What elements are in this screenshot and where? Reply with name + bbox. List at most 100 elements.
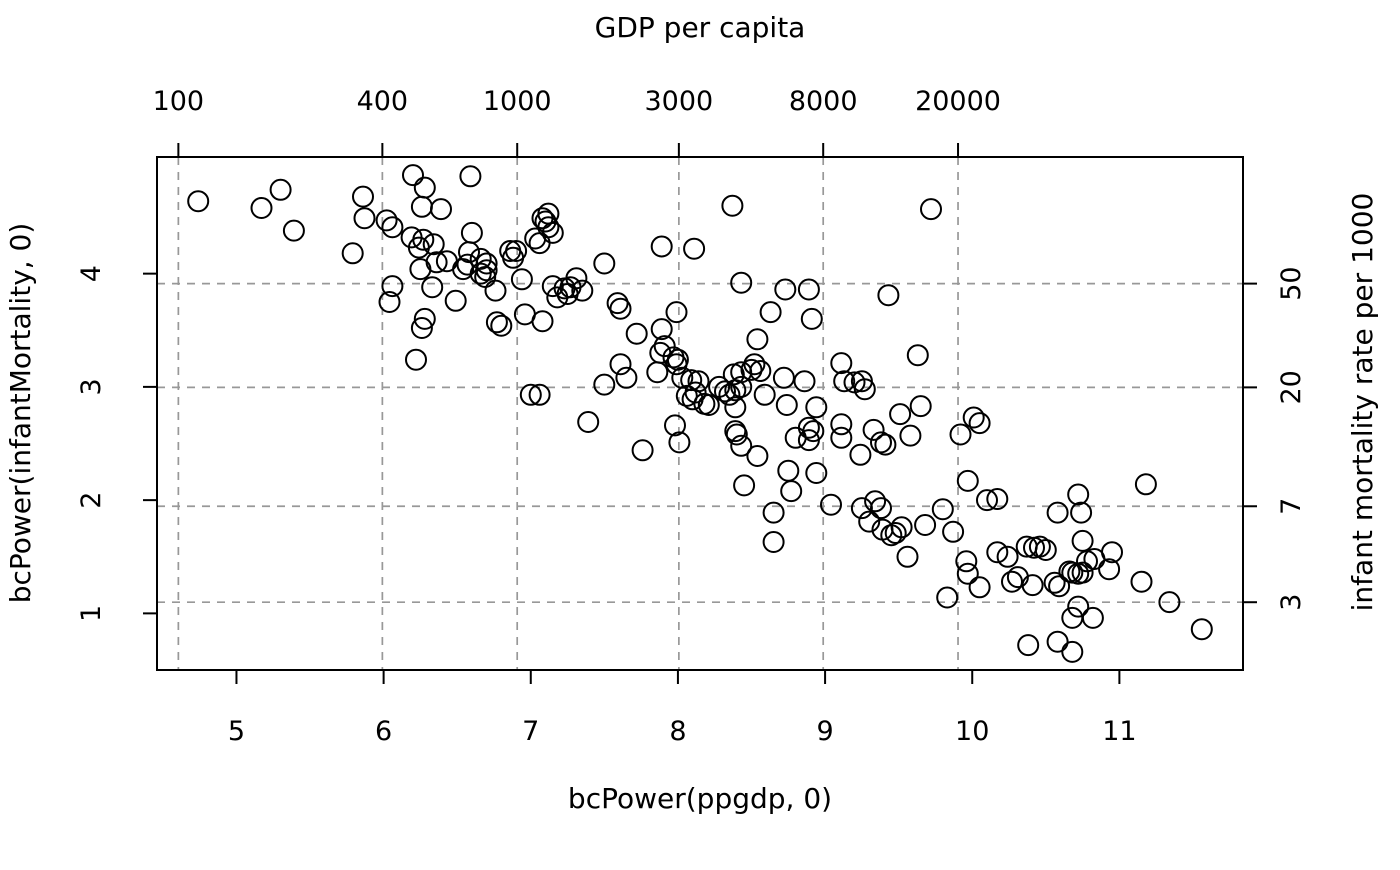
x-tick-label: 9 [816, 716, 833, 747]
scatter-point [341, 242, 364, 265]
scatter-point [949, 423, 972, 446]
y-tick-label: 2 [76, 492, 107, 509]
scatter-point [874, 433, 897, 456]
scatter-point [665, 301, 688, 324]
scatter-point [909, 395, 932, 418]
scatter-point [762, 531, 785, 553]
scatter-point [430, 198, 452, 221]
scatter-point [593, 252, 616, 275]
scatter-point [269, 178, 292, 201]
scatter-point [421, 276, 444, 299]
scatter-point [864, 490, 887, 513]
scatter-point [413, 176, 436, 199]
scatter-point [976, 489, 998, 512]
scatter-point [714, 380, 736, 403]
scatter-point [996, 545, 1019, 568]
scatter-point [1048, 575, 1071, 598]
scatter-point [625, 322, 648, 345]
scatter-point [849, 443, 872, 466]
scatter-point [1034, 539, 1057, 561]
scatter-point [833, 370, 856, 393]
scatter-point [352, 185, 374, 208]
scatter-point [684, 381, 707, 404]
scatter-point [413, 307, 436, 330]
scatter-point [668, 431, 691, 454]
scatter-point [1061, 606, 1084, 629]
scatter-point [577, 411, 600, 433]
scatter-point [1046, 501, 1069, 524]
scatter-point [730, 271, 753, 294]
scatter-point [1158, 591, 1181, 614]
right-y-axis-title: infant mortality rate per 1000 [1346, 193, 1379, 612]
axis-tick-labels: 5 6 7 8 9 10 11 100 400 1000 3000 8000 20000 1 2 3 4 3 7 20… [76, 86, 1307, 747]
scatter-point [375, 209, 398, 232]
scatter-point [1190, 618, 1213, 641]
scatter-point [650, 235, 673, 258]
scatter-point [1071, 529, 1094, 552]
scatter-point [405, 348, 427, 371]
scatter-point [444, 289, 467, 312]
scatter-point [774, 278, 797, 301]
scatter-point [484, 279, 507, 302]
left-y-axis-title: bcPower(infantMortality, 0) [4, 223, 37, 604]
scatter-point [962, 406, 985, 429]
scatter-point [805, 462, 828, 484]
top-axis-title: GDP per capita [595, 11, 806, 44]
scatter-point [805, 396, 828, 419]
scatter-point [571, 279, 594, 302]
scatter-point [793, 370, 816, 393]
scatter-point [282, 219, 305, 242]
scatter-point [820, 493, 842, 516]
scatter-point [615, 366, 638, 389]
scatter-point [759, 301, 782, 324]
scatter-point [250, 197, 273, 219]
x-tick-label: 10 [955, 716, 989, 747]
scatter-point [889, 403, 912, 426]
scatter-point [187, 190, 210, 213]
scatter-point [956, 562, 979, 585]
scatter-point [593, 373, 616, 396]
scatter-point [830, 352, 853, 375]
scatter-point [906, 344, 929, 367]
scatter-point [381, 275, 404, 298]
scatter-point [460, 221, 483, 244]
scatter-point [853, 378, 876, 401]
scatter-point [650, 318, 673, 341]
scatter-point [537, 216, 560, 239]
scatter-point [830, 426, 853, 449]
scatter-point [1001, 570, 1023, 593]
scatter-point [942, 520, 965, 543]
scatter-point [631, 439, 654, 462]
scatter-point [753, 383, 776, 406]
scatter-point [381, 216, 404, 239]
scatter-point [378, 291, 401, 313]
scatter-point [986, 488, 1009, 510]
scatter-point [730, 434, 753, 457]
y-tick-label: 4 [76, 265, 107, 282]
top-tick-label: 400 [357, 86, 409, 117]
scatter-point [772, 366, 795, 389]
scatter-point [968, 412, 991, 435]
scatter-point [402, 164, 424, 187]
scatter-point [565, 267, 588, 290]
scatter-point [762, 501, 785, 524]
scatter-point [955, 550, 978, 573]
axis-ticks [143, 143, 1257, 684]
scatter-point [528, 383, 551, 406]
scatter-point [452, 258, 475, 281]
top-tick-label: 3000 [645, 86, 714, 117]
x-tick-label: 7 [522, 716, 539, 747]
scatter-point [609, 353, 632, 376]
right-tick-label: 50 [1276, 266, 1307, 300]
scatter-point [531, 310, 554, 333]
y-tick-label: 1 [76, 605, 107, 622]
scatter-point [1043, 571, 1066, 594]
scatter-point [459, 165, 482, 188]
scatter-point [353, 207, 376, 230]
scatter-point [646, 361, 669, 384]
scatter-point [665, 353, 688, 376]
scatter-point [410, 317, 433, 339]
scatter-point [777, 459, 800, 482]
